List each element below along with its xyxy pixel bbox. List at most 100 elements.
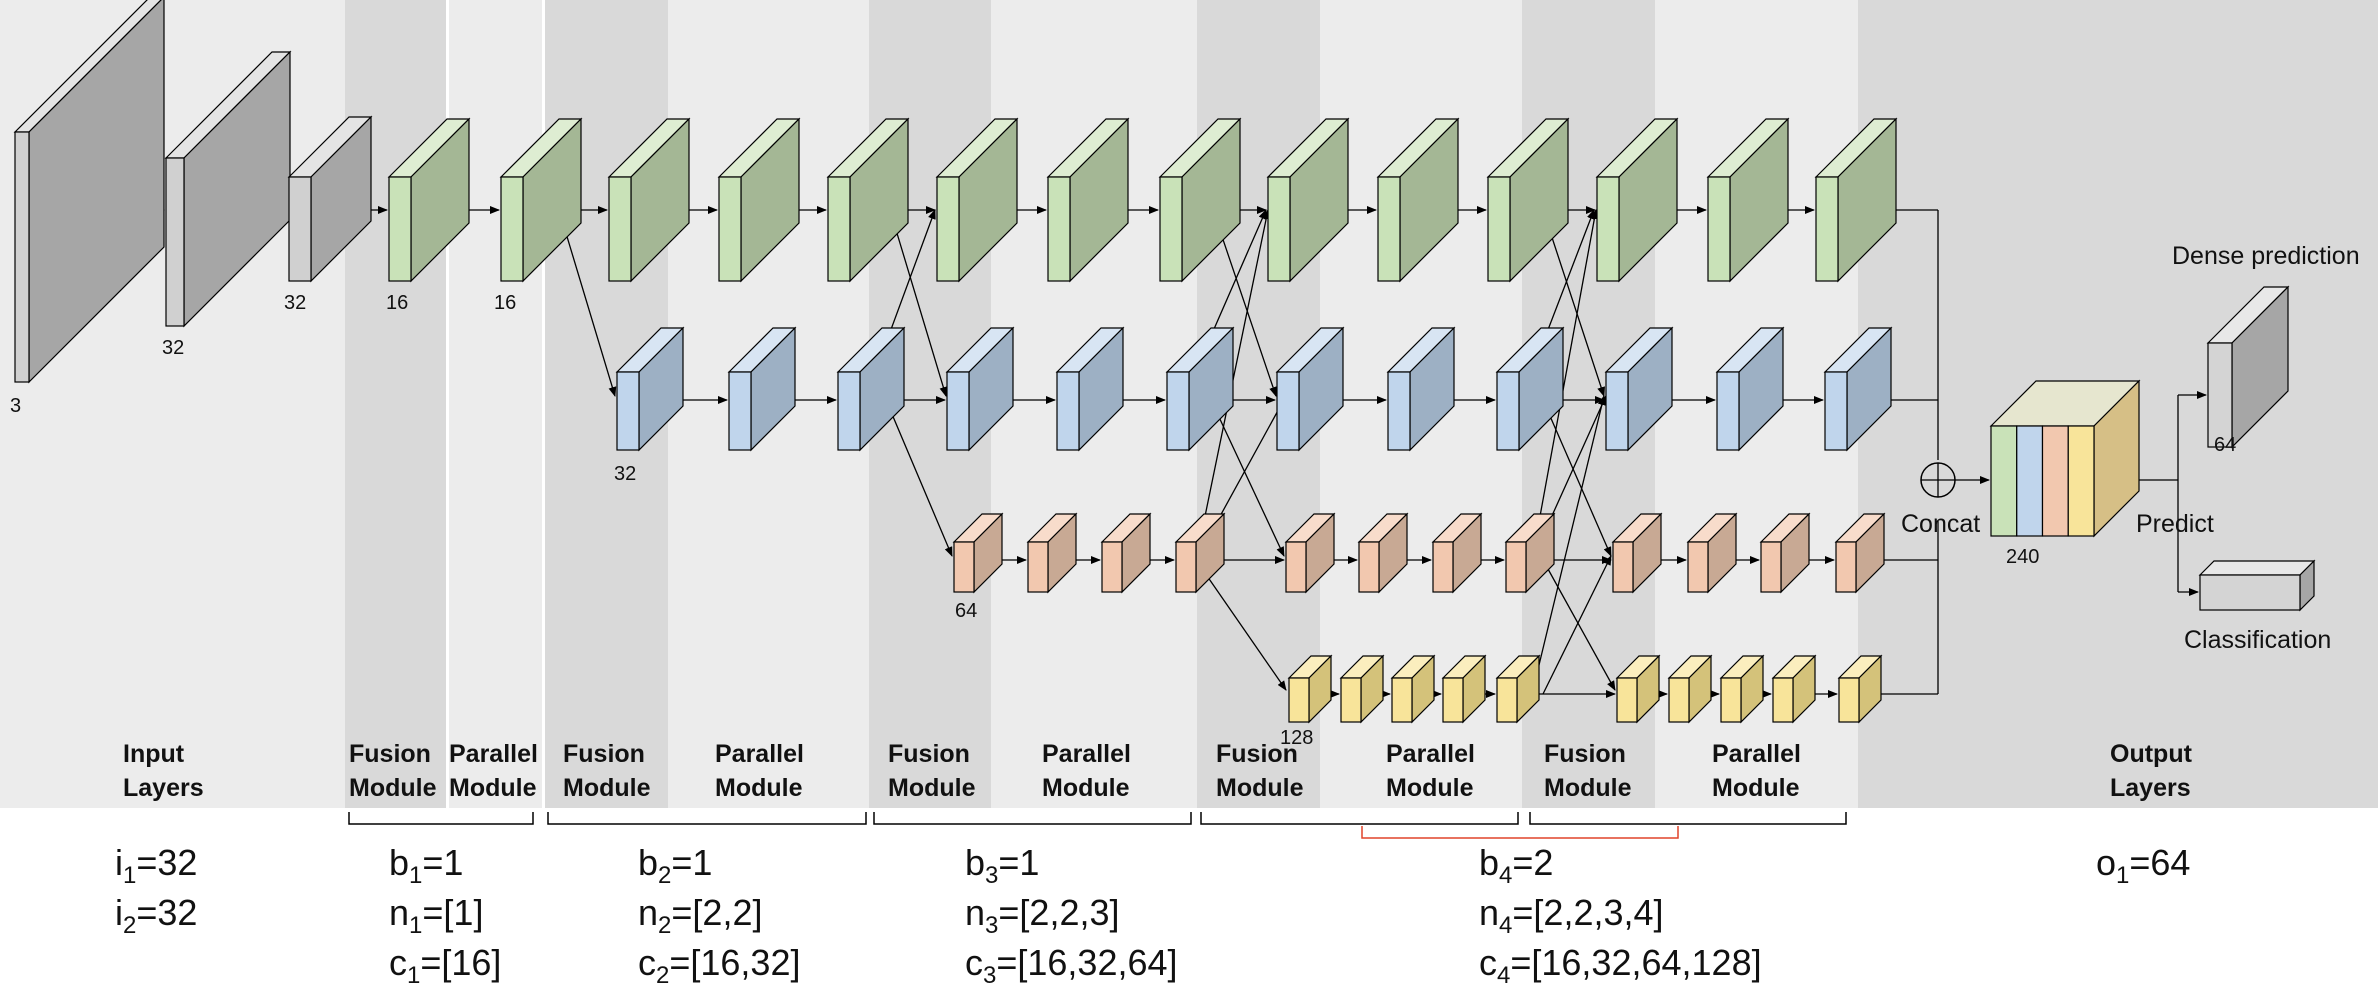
green-block-11-front bbox=[1596, 176, 1620, 282]
blue-block-10-front bbox=[1716, 371, 1740, 451]
output-layers-label-2: Layers bbox=[2110, 774, 2191, 802]
yellow-block-7 bbox=[1719, 654, 1765, 724]
green-block-6-front bbox=[1047, 176, 1071, 282]
fusion-label-2b: Module bbox=[563, 774, 651, 802]
parallel-label-5a: Parallel bbox=[1712, 740, 1801, 768]
classification-block-front bbox=[2199, 574, 2301, 611]
orange-block-3-front bbox=[1175, 541, 1197, 593]
green-block-5-front bbox=[936, 176, 960, 282]
green-block-13 bbox=[1814, 117, 1898, 283]
yellow-block-8 bbox=[1771, 654, 1817, 724]
param-n3: n3=[2,2,3] bbox=[965, 892, 1120, 939]
green-block-0 bbox=[387, 117, 471, 283]
orange-block-6 bbox=[1431, 512, 1483, 594]
bracket-stage-3 bbox=[873, 812, 1192, 825]
orange-block-3 bbox=[1174, 512, 1226, 594]
input-block-32b bbox=[287, 115, 373, 283]
classification-block bbox=[2198, 559, 2316, 612]
concat-label: Concat bbox=[1901, 510, 1980, 538]
blue-block-8-front bbox=[1496, 371, 1520, 451]
green-block-3-front bbox=[718, 176, 742, 282]
parameters: i1=32 i2=32 b1=1 n1=[1] c1=[16] b2=1 n2=… bbox=[115, 842, 2190, 989]
green-block-2 bbox=[607, 117, 691, 283]
yellow-block-9 bbox=[1837, 654, 1883, 724]
orange-block-0 bbox=[952, 512, 1004, 594]
orange-block-8-front bbox=[1612, 541, 1634, 593]
yellow-block-5 bbox=[1615, 654, 1661, 724]
orange-block-2-front bbox=[1101, 541, 1123, 593]
blue-block-1-front bbox=[728, 371, 752, 451]
label-concat-240: 240 bbox=[2006, 546, 2039, 568]
parallel-label-1b: Module bbox=[449, 774, 537, 802]
fusion-label-5b: Module bbox=[1544, 774, 1632, 802]
blue-block-5 bbox=[1165, 326, 1235, 452]
parallel-label-4b: Module bbox=[1386, 774, 1474, 802]
green-block-9-front bbox=[1377, 176, 1401, 282]
orange-block-11-front bbox=[1835, 541, 1857, 593]
param-n1: n1=[1] bbox=[389, 892, 483, 939]
green-block-2-front bbox=[608, 176, 632, 282]
green-block-13-front bbox=[1815, 176, 1839, 282]
blue-block-7-front bbox=[1387, 371, 1411, 451]
blue-block-0 bbox=[615, 326, 685, 452]
green-block-12-front bbox=[1707, 176, 1731, 282]
bracket-stage-1 bbox=[348, 812, 534, 825]
blue-block-11-front bbox=[1824, 371, 1848, 451]
label-input-3: 3 bbox=[10, 395, 21, 417]
yellow-block-8-front bbox=[1772, 677, 1794, 723]
blue-block-6-front bbox=[1276, 371, 1300, 451]
yellow-block-5-front bbox=[1616, 677, 1638, 723]
yellow-block-1 bbox=[1339, 654, 1385, 724]
arrow-49 bbox=[889, 209, 948, 397]
input-layers-label-2: Layers bbox=[123, 774, 204, 802]
green-block-12 bbox=[1706, 117, 1790, 283]
fusion-label-3a: Fusion bbox=[888, 740, 970, 768]
concat-slab-green bbox=[1990, 425, 2018, 537]
param-c1: c1=[16] bbox=[389, 942, 501, 989]
dense-prediction-label: Dense prediction bbox=[2172, 242, 2360, 270]
param-c2: c2=[16,32] bbox=[638, 942, 800, 989]
fusion-label-2a: Fusion bbox=[563, 740, 645, 768]
yellow-block-0 bbox=[1287, 654, 1333, 724]
fusion-label-3b: Module bbox=[888, 774, 976, 802]
fusion-label-4b: Module bbox=[1216, 774, 1304, 802]
blue-block-2-front bbox=[837, 371, 861, 451]
param-b3: b3=1 bbox=[965, 842, 1039, 889]
green-block-3 bbox=[717, 117, 801, 283]
blue-block-6 bbox=[1275, 326, 1345, 452]
classification-label: Classification bbox=[2184, 626, 2331, 654]
green-block-4-front bbox=[827, 176, 851, 282]
blue-block-5-front bbox=[1166, 371, 1190, 451]
parallel-label-3a: Parallel bbox=[1042, 740, 1131, 768]
parallel-label-3b: Module bbox=[1042, 774, 1130, 802]
parallel-label-2b: Module bbox=[715, 774, 803, 802]
orange-block-9 bbox=[1686, 512, 1738, 594]
yellow-block-2 bbox=[1390, 654, 1436, 724]
yellow-block-9-front bbox=[1838, 677, 1860, 723]
orange-block-5-front bbox=[1358, 541, 1380, 593]
orange-block-1-front bbox=[1027, 541, 1049, 593]
orange-block-4-front bbox=[1285, 541, 1307, 593]
concat-slab-yellow bbox=[2067, 425, 2095, 537]
arrow-59 bbox=[1531, 209, 1599, 561]
orange-block-10 bbox=[1759, 512, 1811, 594]
dense-prediction-block-front bbox=[2207, 342, 2233, 448]
green-block-8 bbox=[1266, 117, 1350, 283]
green-block-1 bbox=[499, 117, 583, 283]
param-o1: o1=64 bbox=[2096, 842, 2190, 889]
orange-block-7 bbox=[1504, 512, 1556, 594]
input-block-32a bbox=[164, 50, 292, 328]
arrow-61 bbox=[1542, 399, 1612, 557]
yellow-block-4-front bbox=[1496, 677, 1518, 723]
yellow-block-4 bbox=[1495, 654, 1541, 724]
yellow-block-6 bbox=[1667, 654, 1713, 724]
label-green-16a: 16 bbox=[386, 292, 408, 314]
blue-block-10 bbox=[1715, 326, 1785, 452]
green-block-8-front bbox=[1267, 176, 1291, 282]
band-separator-1 bbox=[542, 0, 545, 808]
orange-block-8 bbox=[1611, 512, 1663, 594]
feature-size-labels: 3 32 32 16 16 32 64 128 240 64 bbox=[10, 292, 2236, 749]
blue-block-3-front bbox=[946, 371, 970, 451]
concat-slab-orange bbox=[2041, 425, 2069, 537]
param-c4: c4=[16,32,64,128] bbox=[1479, 942, 1762, 989]
